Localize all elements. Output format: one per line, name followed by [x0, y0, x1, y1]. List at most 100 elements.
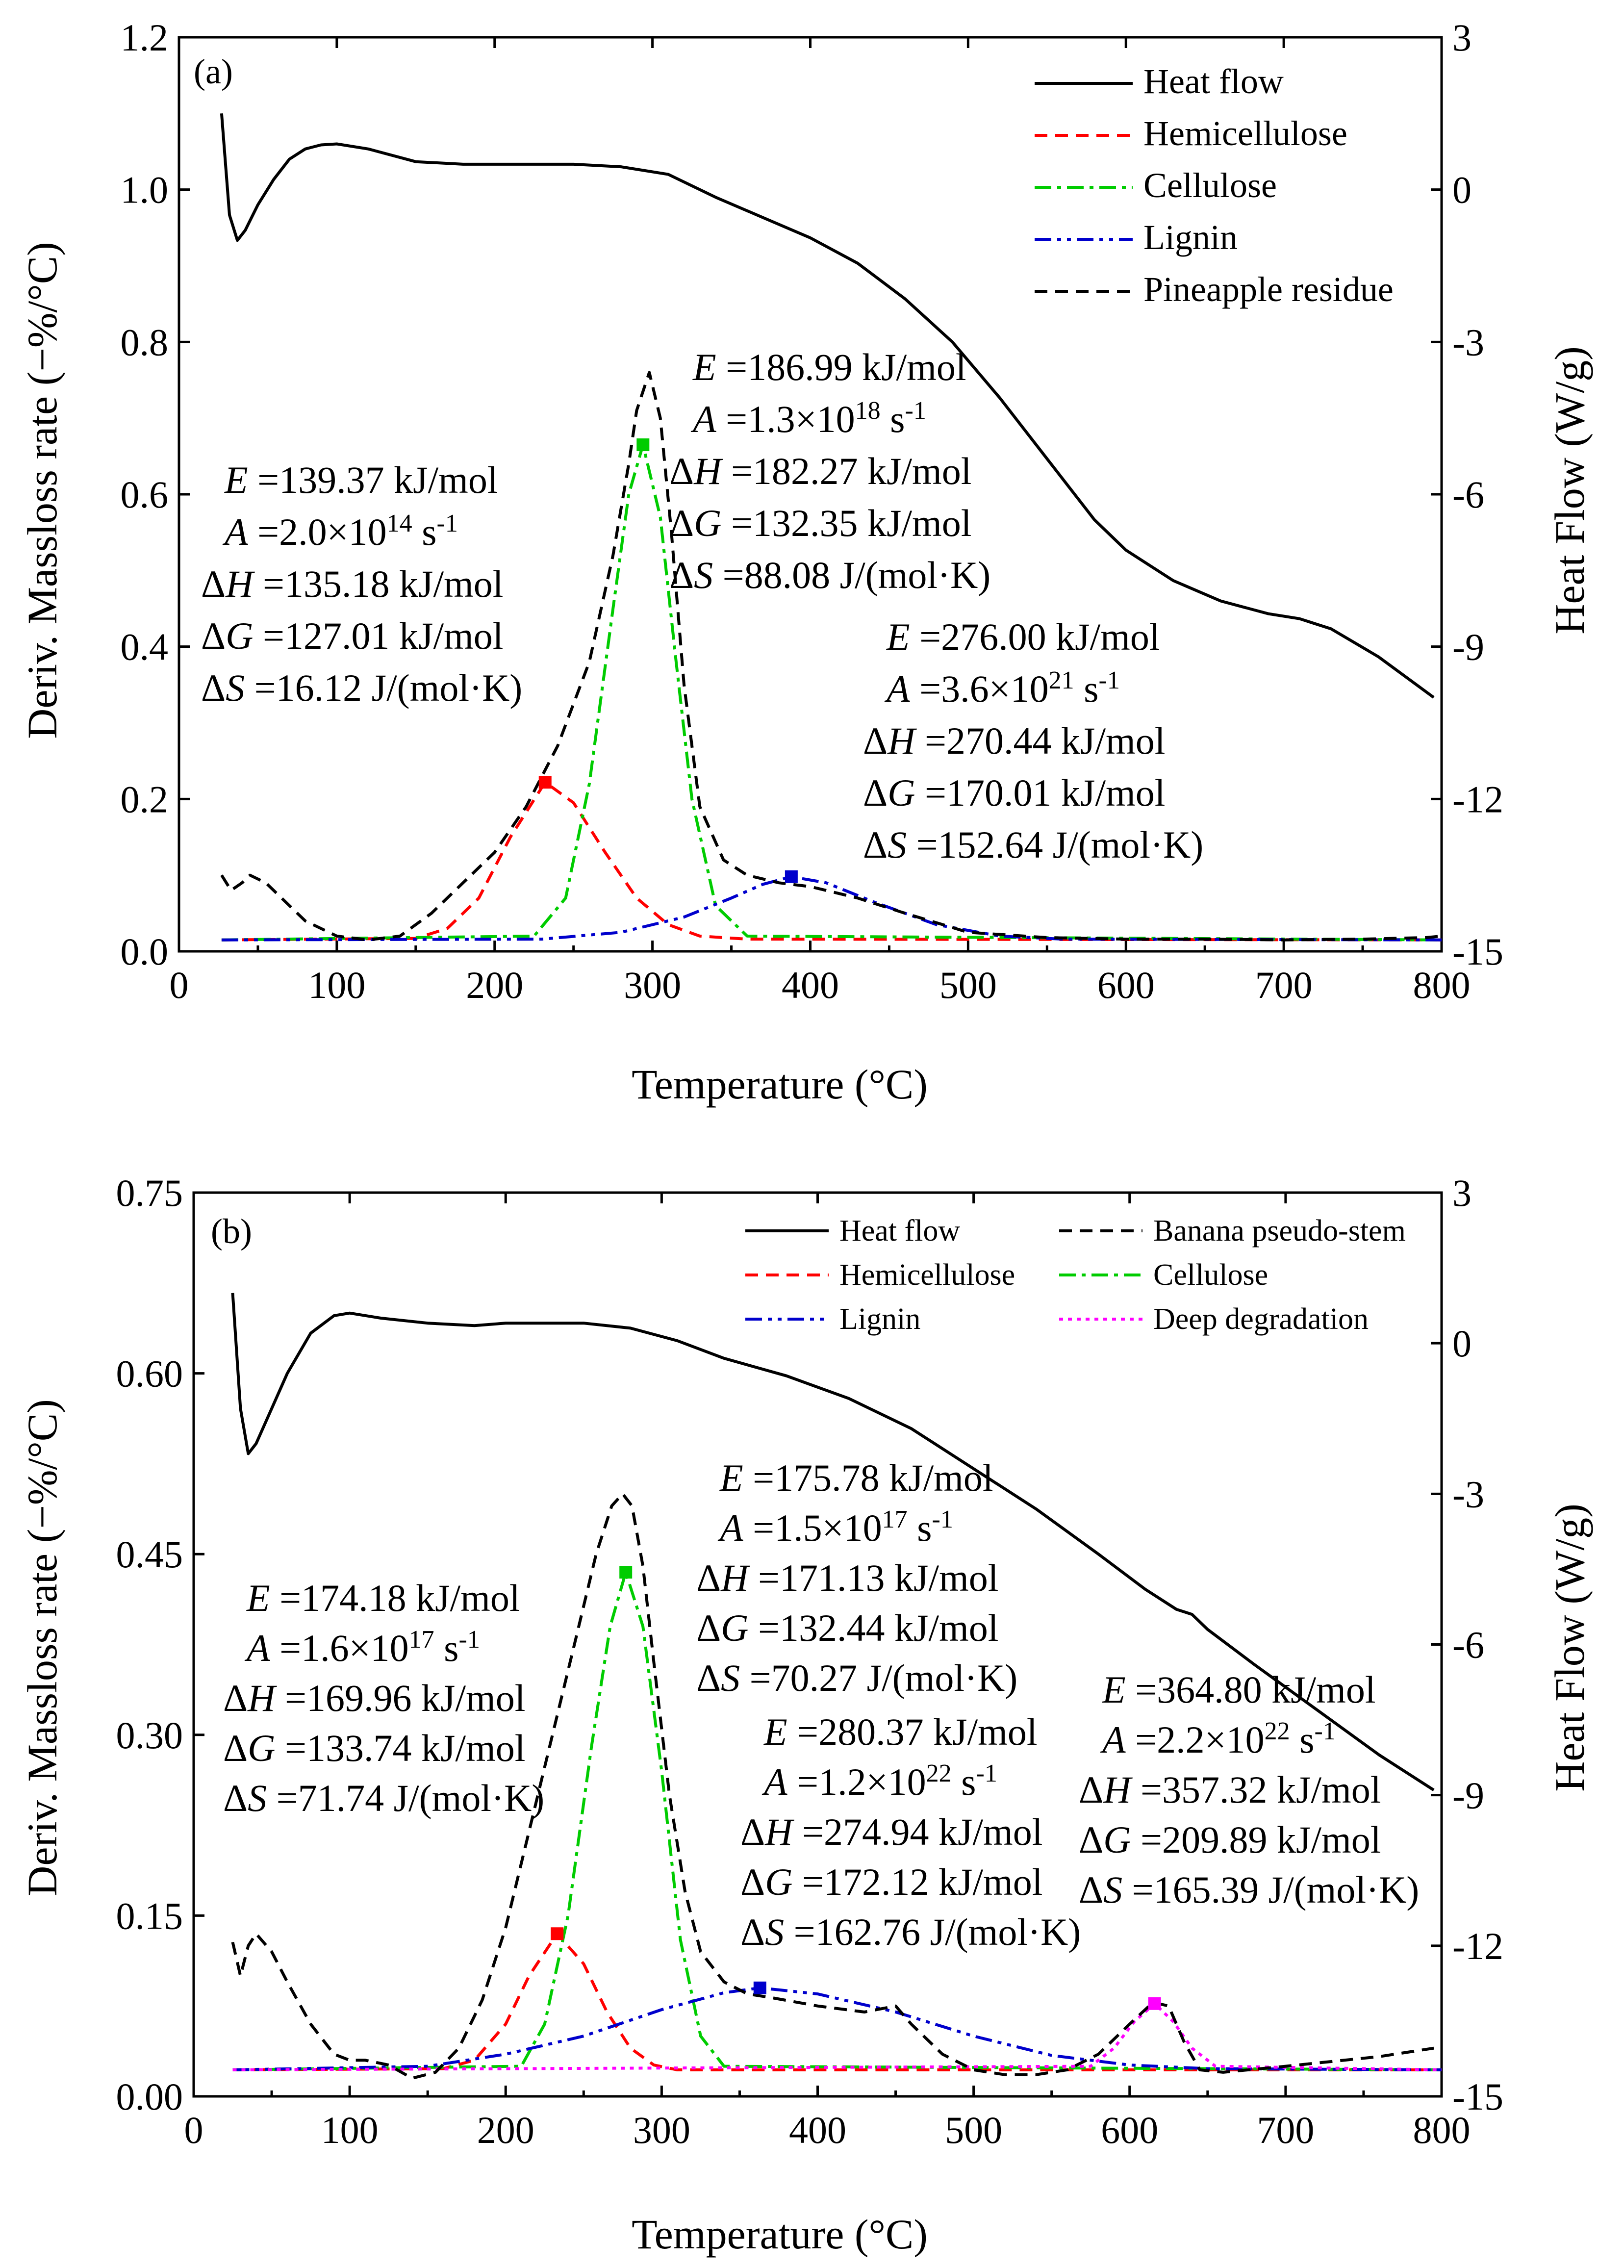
x-tick-label: 500	[939, 964, 997, 1006]
anno-text: s	[952, 1760, 976, 1803]
annotation-line: A =2.0×1014 s-1	[222, 510, 458, 553]
anno-text: =276.00 kJ/mol	[910, 615, 1160, 658]
series-line-lignin	[232, 1986, 1442, 2071]
x-tick-label: 800	[1413, 964, 1471, 1006]
annotation-line: ΔG =133.74 kJ/mol	[223, 1727, 525, 1769]
y-right-tick-label: -15	[1452, 2075, 1503, 2118]
anno-symbol: S	[888, 823, 907, 866]
anno-symbol: G	[888, 771, 915, 814]
annotation-line: ΔH =169.96 kJ/mol	[223, 1677, 525, 1719]
anno-delta: Δ	[223, 1727, 248, 1769]
anno-delta: Δ	[696, 1556, 721, 1599]
peak-marker	[538, 776, 552, 789]
anno-symbol: G	[721, 1606, 748, 1649]
anno-delta: Δ	[863, 823, 888, 866]
anno-text: =71.74 J/(mol·K)	[267, 1777, 544, 1819]
series-line-hemicellulose	[232, 1932, 1442, 2071]
y-right-tick-label: -3	[1452, 1473, 1484, 1515]
series-line-cellulose	[232, 1571, 1442, 2071]
anno-text: =364.80 kJ/mol	[1126, 1668, 1376, 1711]
anno-text: =174.18 kJ/mol	[270, 1577, 520, 1619]
anno-symbol: H	[247, 1677, 277, 1719]
annotation-line: ΔH =274.94 kJ/mol	[740, 1810, 1042, 1853]
anno-symbol: E	[246, 1577, 270, 1619]
x-tick-label: 600	[1101, 2109, 1158, 2151]
y-left-axis-title: Deriv. Massloss rate (−%/°C)	[19, 1399, 66, 1896]
annotation-line: ΔH =135.18 kJ/mol	[201, 562, 503, 605]
annotation-line: ΔS =16.12 J/(mol·K)	[201, 666, 522, 709]
annotation-line: E =364.80 kJ/mol	[1102, 1668, 1376, 1711]
x-tick-label: 700	[1257, 2109, 1314, 2151]
x-tick-label: 100	[321, 2109, 379, 2151]
x-tick-label: 100	[308, 964, 365, 1006]
anno-text: =1.2×10	[787, 1760, 926, 1803]
y-left-tick-label: 0.75	[116, 1172, 183, 1214]
x-tick-label: 0	[170, 964, 189, 1006]
anno-symbol: E	[719, 1456, 743, 1499]
anno-symbol: E	[1102, 1668, 1126, 1711]
y-right-tick-label: -12	[1452, 778, 1503, 820]
anno-delta: Δ	[201, 666, 226, 709]
anno-text: =171.13 kJ/mol	[749, 1556, 999, 1599]
anno-text: s	[1290, 1718, 1315, 1761]
y-right-tick-label: -9	[1452, 1774, 1484, 1817]
kinetic-annotation: E =174.18 kJ/mol A =1.6×1017 s-1 ΔH =169.9…	[223, 1577, 544, 1819]
annotation-line: ΔS =162.76 J/(mol·K)	[740, 1911, 1081, 1953]
y-left-tick-label: 0.15	[116, 1894, 183, 1937]
y-left-tick-label: 0.8	[121, 321, 169, 363]
y-right-tick-label: 3	[1452, 16, 1472, 59]
annotation-line: ΔG =170.01 kJ/mol	[863, 771, 1165, 814]
legend-label: Heat flow	[839, 1214, 960, 1248]
y-left-tick-label: 0.00	[116, 2075, 183, 2118]
annotation-line: ΔH =270.44 kJ/mol	[863, 719, 1165, 762]
peak-marker	[619, 1566, 633, 1579]
y-left-tick-label: 0.0	[121, 930, 169, 973]
annotation-line: A =1.6×1017 s-1	[244, 1626, 480, 1669]
anno-sup: 17	[409, 1626, 434, 1654]
legend-label: Lignin	[1143, 218, 1238, 257]
y-right-tick-label: -6	[1452, 1624, 1484, 1666]
annotation-line: ΔG =132.44 kJ/mol	[696, 1606, 998, 1649]
legend-label: Hemicellulose	[839, 1258, 1015, 1292]
y-right-tick-label: -15	[1452, 930, 1503, 973]
anno-text: =1.6×10	[270, 1627, 409, 1669]
anno-text: =182.27 kJ/mol	[722, 450, 972, 492]
anno-text: s	[412, 510, 437, 553]
anno-delta: Δ	[669, 554, 694, 596]
y-left-axis-title: Deriv. Massloss rate (−%/°C)	[19, 242, 66, 739]
series-line-deep-degradation	[232, 2002, 1442, 2071]
anno-symbol: A	[222, 510, 248, 553]
annotation-line: ΔS =70.27 J/(mol·K)	[696, 1656, 1017, 1699]
anno-text: =186.99 kJ/mol	[716, 346, 966, 388]
y-right-axis-title: Heat Flow (W/g)	[1546, 1504, 1593, 1792]
y-left-tick-label: 0.2	[121, 778, 169, 820]
anno-text: =274.94 kJ/mol	[793, 1810, 1043, 1853]
anno-text: =175.78 kJ/mol	[743, 1456, 993, 1499]
anno-sup: -1	[976, 1759, 997, 1787]
anno-delta: Δ	[669, 502, 694, 544]
peak-marker	[636, 438, 650, 452]
x-tick-label: 800	[1413, 2109, 1471, 2151]
annotation-line: E =175.78 kJ/mol	[719, 1456, 993, 1499]
legend-label: Banana pseudo-stem	[1153, 1214, 1406, 1248]
anno-text: =162.76 J/(mol·K)	[784, 1911, 1081, 1953]
anno-symbol: E	[763, 1710, 787, 1753]
anno-symbol: G	[248, 1727, 275, 1769]
anno-delta: Δ	[223, 1777, 248, 1819]
y-left-tick-label: 0.4	[121, 626, 169, 668]
anno-text: =1.3×10	[716, 398, 855, 440]
anno-delta: Δ	[863, 719, 888, 762]
anno-delta: Δ	[863, 771, 888, 814]
x-tick-label: 300	[624, 964, 681, 1006]
y-right-axis-title: Heat Flow (W/g)	[1546, 346, 1593, 635]
anno-symbol: H	[720, 1556, 750, 1599]
series-line-banana-pseudo-stem	[231, 1492, 1434, 2080]
legend-label: Deep degradation	[1153, 1302, 1369, 1336]
anno-text: =70.27 J/(mol·K)	[740, 1656, 1017, 1699]
annotation-line: E =186.99 kJ/mol	[692, 346, 966, 388]
legend: Heat flow Hemicellulose Cellulose Lignin Pin…	[1035, 62, 1394, 309]
